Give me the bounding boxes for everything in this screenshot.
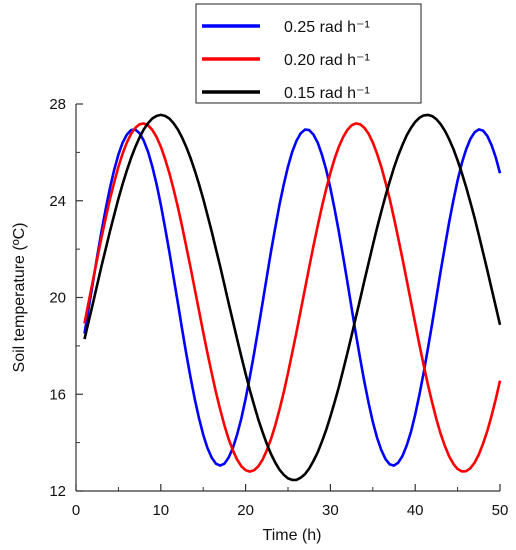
- legend-label-2: 0.20 rad h⁻¹: [284, 52, 370, 69]
- series-line-1: [83, 128, 502, 467]
- legend-label-3: 0.15 rad h⁻¹: [284, 85, 370, 102]
- y-tick-label: 28: [49, 96, 66, 113]
- y-tick-label: 24: [49, 193, 66, 210]
- x-tick-label: 20: [237, 502, 254, 519]
- legend: 0.25 rad h⁻¹ 0.20 rad h⁻¹ 0.15 rad h⁻¹: [195, 3, 422, 104]
- x-axis-label: Time (h): [263, 527, 322, 544]
- y-axis-label: Soil temperature (ºC): [11, 223, 28, 373]
- x-tick-label: 50: [492, 502, 509, 519]
- legend-box: [195, 3, 422, 104]
- series-line-2: [83, 122, 502, 473]
- series-line-3: [83, 113, 502, 482]
- x-tick-label: 10: [152, 502, 169, 519]
- series-lines: [83, 113, 502, 482]
- legend-label-1: 0.25 rad h⁻¹: [284, 19, 370, 36]
- x-tick-label: 0: [72, 502, 80, 519]
- x-tick-label: 40: [407, 502, 424, 519]
- y-tick-label: 16: [49, 386, 66, 403]
- axes: 12 16 20 24 28 0 10 20 30 40 50: [49, 96, 508, 519]
- y-tick-label: 20: [49, 290, 66, 307]
- x-tick-label: 30: [322, 502, 339, 519]
- y-tick-label: 12: [49, 483, 66, 500]
